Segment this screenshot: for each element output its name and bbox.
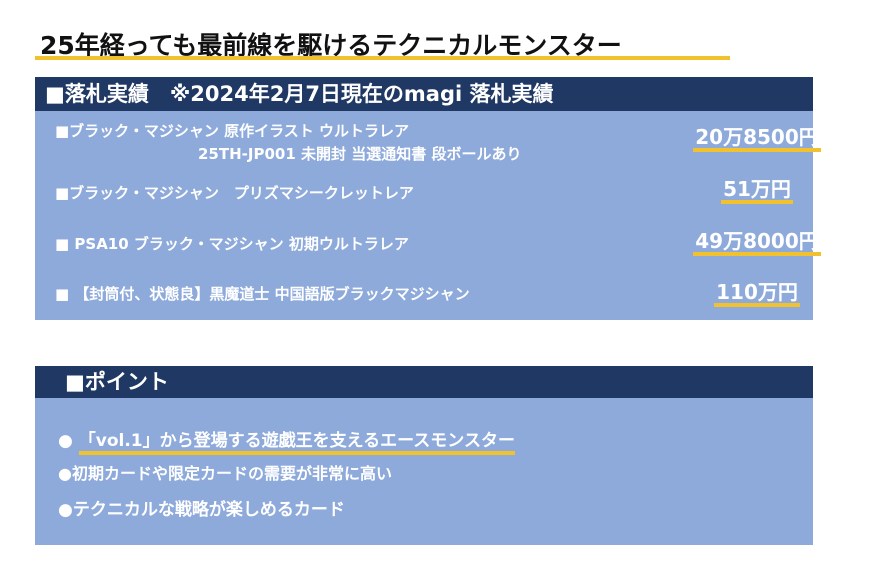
point-text: テクニカルな戦略が楽しめるカード [72, 500, 345, 520]
price-text: 49万8000円 [693, 230, 821, 256]
title-underline [35, 56, 730, 60]
points-header: ■ポイント [35, 366, 813, 398]
results-header: ■落札実績 ※2024年2月7日現在のmagi 落札実績 [35, 77, 813, 111]
item-1-line-1: ■ブラック・マジシャン 原作イラスト ウルトラレア [55, 122, 410, 140]
points-header-text: ■ポイント [65, 370, 169, 394]
item-1-line-2: 25TH-JP001 未開封 当選通知書 段ボールあり [198, 145, 522, 163]
point-text: 初期カードや限定カードの需要が非常に高い [71, 464, 392, 483]
bullet-icon: ● [58, 464, 72, 483]
point-1: ● 「vol.1」から登場する遊戯王を支えるエースモンスター [58, 426, 515, 455]
price-text: 20万8500円 [693, 126, 821, 152]
item-3-price: 49万8000円 [677, 229, 837, 256]
points-panel [35, 398, 813, 545]
item-2-line-1: ■ブラック・マジシャン プリズマシークレットレア [55, 184, 414, 202]
price-text: 110万円 [714, 281, 800, 307]
price-text: 51万円 [721, 178, 793, 204]
bullet-icon: ● [58, 431, 73, 451]
item-4-price: 110万円 [677, 280, 837, 307]
point-text: 「vol.1」から登場する遊戯王を支えるエースモンスター [78, 431, 515, 455]
item-3-line-1: ■ PSA10 ブラック・マジシャン 初期ウルトラレア [55, 235, 409, 253]
results-panel: ■ブラック・マジシャン 原作イラスト ウルトラレア 25TH-JP001 未開封… [35, 111, 821, 320]
point-3: ●テクニカルな戦略が楽しめるカード [58, 495, 345, 520]
point-2: ●初期カードや限定カードの需要が非常に高い [58, 460, 392, 484]
results-header-text: ■落札実績 ※2024年2月7日現在のmagi 落札実績 [45, 82, 554, 106]
item-2-price: 51万円 [677, 177, 837, 204]
item-1-price: 20万8500円 [677, 125, 837, 152]
item-4-line-1: ■ 【封筒付、状態良】黒魔道士 中国語版ブラックマジシャン [55, 285, 470, 303]
bullet-icon: ● [58, 500, 73, 520]
page-title: 25年経っても最前線を駆けるテクニカルモンスター [40, 31, 622, 60]
